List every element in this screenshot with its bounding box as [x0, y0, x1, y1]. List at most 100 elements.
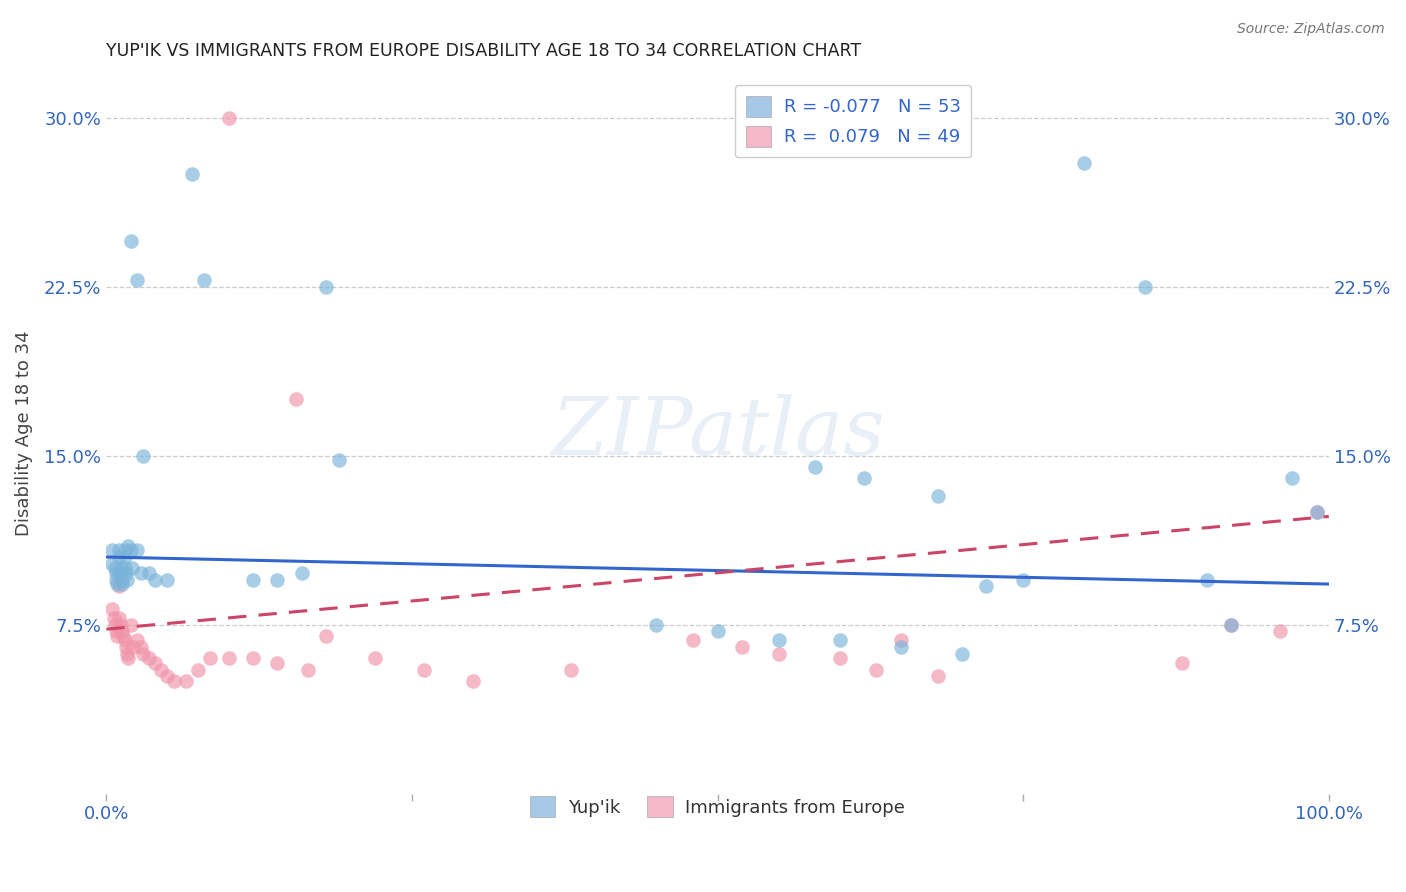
Point	[266, 573, 288, 587]
Point	[156, 669, 179, 683]
Point	[828, 633, 851, 648]
Point	[200, 651, 222, 665]
Point	[413, 663, 436, 677]
Point	[180, 167, 202, 181]
Point	[105, 573, 128, 587]
Point	[174, 673, 197, 688]
Point	[1305, 505, 1327, 519]
Point	[117, 539, 139, 553]
Point	[125, 633, 148, 648]
Point	[218, 651, 240, 665]
Point	[890, 633, 912, 648]
Point	[1268, 624, 1291, 639]
Point	[129, 640, 152, 655]
Text: ZIPatlas: ZIPatlas	[551, 394, 884, 472]
Point	[120, 235, 142, 249]
Point	[107, 611, 129, 625]
Point	[105, 566, 128, 580]
Point	[950, 647, 973, 661]
Point	[242, 651, 264, 665]
Point	[731, 640, 754, 655]
Point	[1220, 617, 1243, 632]
Point	[315, 629, 337, 643]
Point	[101, 543, 124, 558]
Point	[645, 617, 668, 632]
Point	[138, 651, 160, 665]
Point	[218, 111, 240, 125]
Point	[121, 561, 143, 575]
Point	[927, 489, 949, 503]
Legend: Yup'ik, Immigrants from Europe: Yup'ik, Immigrants from Europe	[523, 789, 912, 824]
Point	[120, 617, 142, 632]
Point	[129, 566, 152, 580]
Point	[110, 617, 132, 632]
Point	[110, 566, 132, 580]
Point	[927, 669, 949, 683]
Point	[143, 656, 166, 670]
Point	[105, 577, 128, 591]
Point	[291, 566, 314, 580]
Point	[115, 640, 138, 655]
Point	[156, 573, 179, 587]
Point	[461, 673, 484, 688]
Point	[112, 629, 135, 643]
Text: YUP'IK VS IMMIGRANTS FROM EUROPE DISABILITY AGE 18 TO 34 CORRELATION CHART: YUP'IK VS IMMIGRANTS FROM EUROPE DISABIL…	[107, 42, 862, 60]
Point	[111, 577, 134, 591]
Point	[266, 656, 288, 670]
Point	[1073, 155, 1095, 169]
Point	[242, 573, 264, 587]
Point	[187, 663, 209, 677]
Point	[162, 673, 184, 688]
Point	[143, 573, 166, 587]
Point	[114, 633, 136, 648]
Point	[107, 549, 129, 564]
Point	[115, 566, 138, 580]
Point	[105, 629, 128, 643]
Point	[107, 566, 129, 580]
Point	[103, 611, 125, 625]
Point	[111, 624, 134, 639]
Y-axis label: Disability Age 18 to 34: Disability Age 18 to 34	[15, 330, 32, 536]
Point	[117, 651, 139, 665]
Point	[193, 273, 215, 287]
Point	[828, 651, 851, 665]
Point	[1220, 617, 1243, 632]
Point	[315, 279, 337, 293]
Point	[1281, 471, 1303, 485]
Point	[125, 273, 148, 287]
Point	[107, 543, 129, 558]
Point	[101, 602, 124, 616]
Point	[107, 579, 129, 593]
Point	[110, 561, 132, 575]
Point	[768, 647, 790, 661]
Point	[114, 549, 136, 564]
Text: Source: ZipAtlas.com: Source: ZipAtlas.com	[1237, 22, 1385, 37]
Point	[1135, 279, 1157, 293]
Point	[115, 647, 138, 661]
Point	[132, 647, 155, 661]
Point	[101, 557, 124, 571]
Point	[890, 640, 912, 655]
Point	[1012, 573, 1035, 587]
Point	[1305, 505, 1327, 519]
Point	[122, 640, 145, 655]
Point	[115, 573, 138, 587]
Point	[284, 392, 307, 407]
Point	[976, 579, 998, 593]
Point	[364, 651, 387, 665]
Point	[297, 663, 319, 677]
Point	[104, 561, 127, 575]
Point	[125, 543, 148, 558]
Point	[706, 624, 728, 639]
Point	[138, 566, 160, 580]
Point	[104, 617, 127, 632]
Point	[865, 663, 887, 677]
Point	[105, 624, 128, 639]
Point	[682, 633, 704, 648]
Point	[853, 471, 876, 485]
Point	[804, 459, 827, 474]
Point	[328, 453, 350, 467]
Point	[768, 633, 790, 648]
Point	[1171, 656, 1194, 670]
Point	[132, 449, 155, 463]
